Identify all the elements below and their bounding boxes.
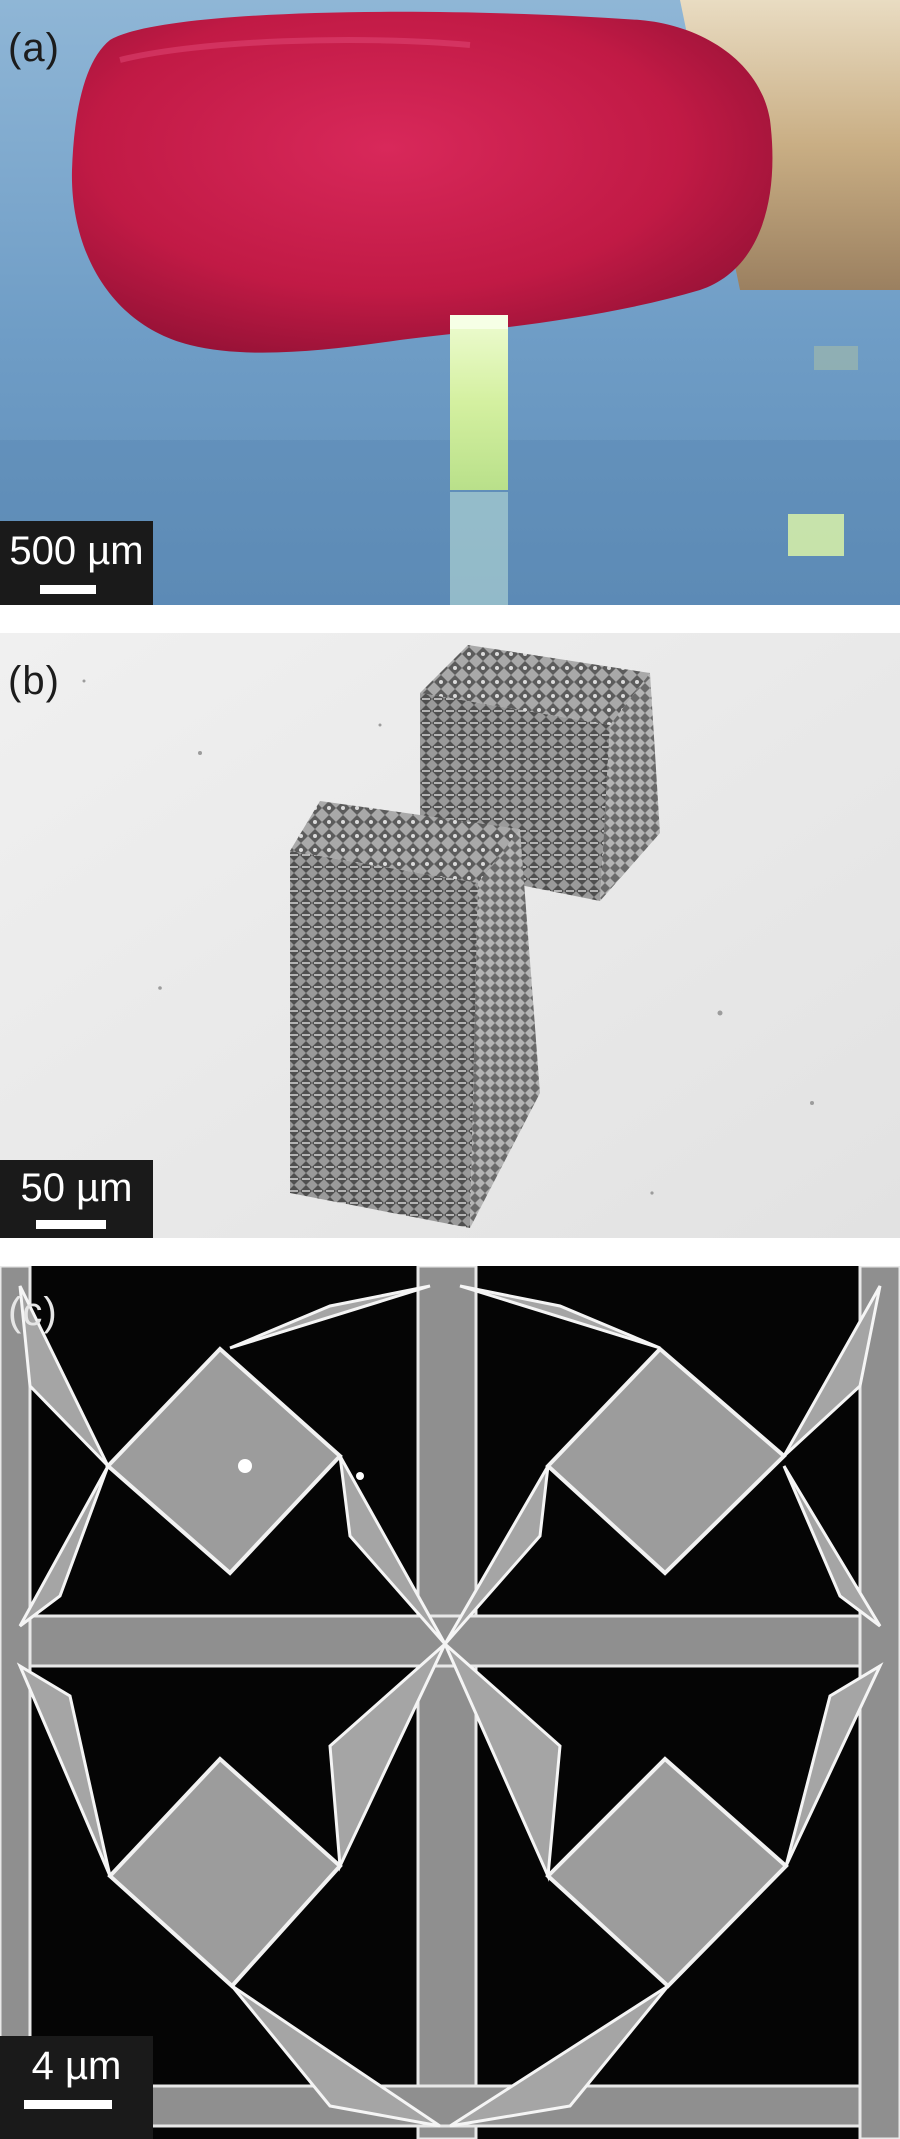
scale-bar-b: 50 µm xyxy=(0,1160,153,1238)
scale-bar-c: 4 µm xyxy=(0,2036,153,2139)
lattice-beams xyxy=(0,1266,900,2139)
front-lattice-cube xyxy=(290,801,540,1228)
panel-b-sem: (b) 50 µm xyxy=(0,633,900,1238)
panel-label-a: (a) xyxy=(8,26,60,70)
unit-cell-sem xyxy=(0,1266,900,2139)
scale-bar-line-a xyxy=(40,585,96,594)
scale-bar-label-a: 500 µm xyxy=(9,529,144,573)
scale-bar-label-b: 50 µm xyxy=(20,1166,133,1210)
panel-label-b: (b) xyxy=(8,659,60,703)
scale-bar-line-c xyxy=(24,2100,112,2109)
lattice-cubes-sem xyxy=(0,633,900,1238)
dust-particles xyxy=(82,679,814,1195)
match-head xyxy=(71,11,773,353)
panel-a-photo: (a) 500 µm xyxy=(0,0,900,605)
micro-sample xyxy=(450,315,508,490)
match-head-photo xyxy=(0,0,900,605)
diamond-plates xyxy=(105,1346,789,1989)
scale-bar-label-c: 4 µm xyxy=(31,2044,122,2088)
triangular-struts xyxy=(16,1284,884,2128)
scale-bar-line-b xyxy=(36,1220,106,1229)
panel-label-c: (c) xyxy=(8,1290,58,1334)
background-sample xyxy=(788,514,844,556)
panel-c-sem-closeup: (c) 4 µm xyxy=(0,1266,900,2139)
scale-bar-a: 500 µm xyxy=(0,521,153,605)
